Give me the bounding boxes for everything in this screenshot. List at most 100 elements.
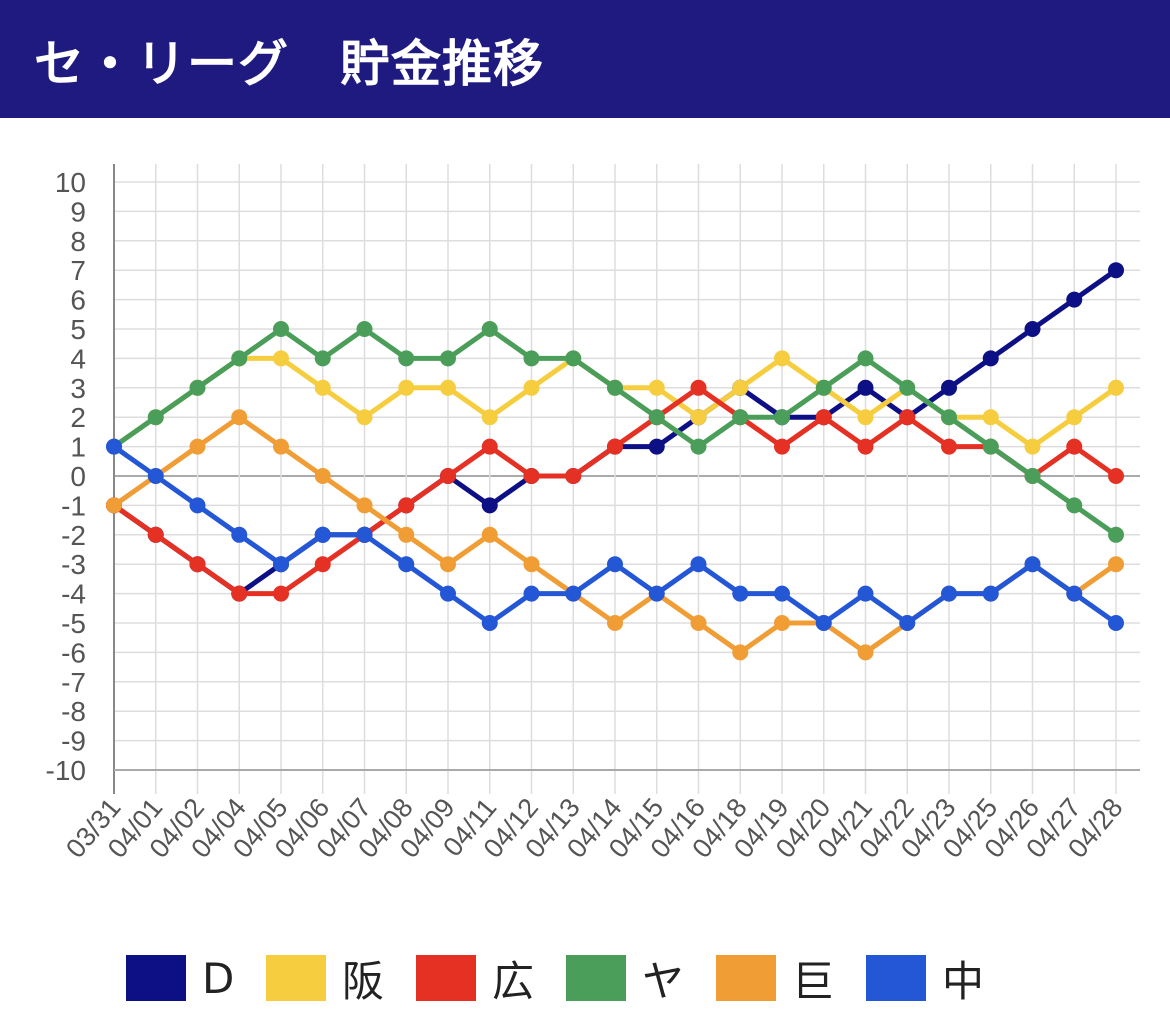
data-point [565,468,582,484]
data-point [440,350,456,367]
data-point [398,497,415,514]
data-point [1024,321,1041,337]
data-point [1108,262,1124,279]
y-tick-label: -10 [46,755,86,786]
data-point [314,556,331,573]
legend-swatch [416,955,476,1001]
data-point [732,585,749,602]
data-point [982,350,999,367]
data-point [648,409,665,426]
data-point [273,438,289,455]
data-point [1108,615,1124,631]
data-point [857,644,874,661]
data-point [481,497,498,514]
data-point [857,585,874,602]
data-point [314,526,331,543]
data-point [857,350,874,367]
data-point [899,615,916,631]
legend-swatch [566,955,626,1001]
data-point [815,615,832,631]
legend-label: 中 [942,956,985,1006]
data-point [732,379,749,396]
x-axis-ticks: 03/3104/0104/0204/0404/0504/0604/0704/08… [60,793,1128,864]
data-point [648,379,665,396]
data-point [106,438,122,455]
y-tick-label: 3 [70,373,86,404]
data-point [398,350,415,367]
data-point [481,409,498,426]
data-point [231,350,248,367]
data-point [398,379,415,396]
data-point [815,409,832,426]
data-point [690,379,707,396]
chart-grid [113,164,1140,794]
legend-item[interactable]: 広 [416,948,534,1008]
data-point [607,379,623,396]
data-point [941,379,957,396]
legend-item[interactable]: 阪 [266,948,384,1008]
data-point [147,468,164,484]
data-point [189,497,206,514]
data-point [1066,497,1083,514]
chart-axes [113,164,1140,794]
data-point [147,409,164,426]
data-point [648,585,665,602]
y-tick-label: -8 [61,696,86,727]
data-point [941,409,957,426]
y-tick-label: 9 [70,196,86,227]
data-point [732,644,749,661]
data-point [1108,379,1124,396]
y-tick-label: -2 [61,520,86,551]
data-point [440,585,456,602]
legend-item[interactable]: 巨 [716,948,834,1008]
data-point [732,409,749,426]
data-point [565,585,582,602]
data-point [815,379,832,396]
legend-swatch [866,955,926,1001]
y-tick-label: -5 [61,608,86,639]
data-point [189,379,206,396]
data-point [273,556,289,573]
data-point [774,409,790,426]
data-point [523,468,540,484]
data-point [398,556,415,573]
legend-item[interactable]: 中 [866,948,984,1008]
legend-label: 広 [492,956,535,1006]
data-point [481,615,498,631]
data-point [314,468,331,484]
data-point [607,556,623,573]
y-tick-label: -3 [61,549,86,580]
y-tick-label: 5 [70,314,86,345]
y-tick-label: -1 [61,490,86,521]
data-point [690,556,707,573]
data-point [982,438,999,455]
y-tick-label: 1 [70,432,86,463]
data-point [106,497,122,514]
data-point [189,556,206,573]
chart-series [106,262,1124,661]
data-point [231,526,248,543]
legend-item[interactable]: ヤ [566,948,684,1008]
data-point [565,350,582,367]
data-point [774,615,790,631]
data-point [523,556,540,573]
data-point [774,585,790,602]
y-tick-label: -6 [61,637,86,668]
data-point [690,438,707,455]
data-point [523,379,540,396]
data-point [523,350,540,367]
data-point [1066,291,1083,308]
data-point [273,350,289,367]
y-tick-label: -9 [61,726,86,757]
legend-item[interactable]: D [126,948,234,1008]
data-point [982,409,999,426]
data-point [440,379,456,396]
series-5 [106,438,1124,631]
legend-label: 巨 [792,956,835,1006]
data-point [398,526,415,543]
y-tick-label: 4 [70,343,86,374]
data-point [356,497,373,514]
data-point [607,615,623,631]
